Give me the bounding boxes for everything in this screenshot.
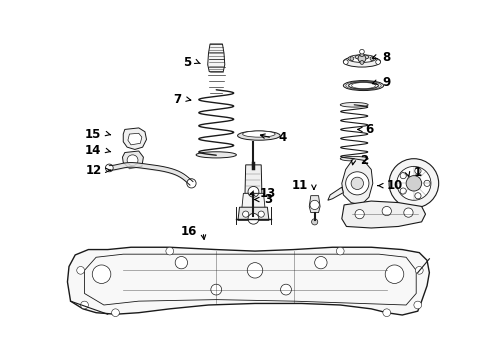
Circle shape bbox=[175, 256, 188, 269]
Polygon shape bbox=[242, 193, 265, 209]
Circle shape bbox=[248, 186, 259, 197]
Circle shape bbox=[416, 266, 423, 274]
Circle shape bbox=[415, 168, 421, 174]
Text: 6: 6 bbox=[365, 123, 373, 136]
Circle shape bbox=[211, 284, 221, 295]
Circle shape bbox=[166, 247, 173, 255]
Ellipse shape bbox=[196, 152, 236, 158]
Circle shape bbox=[360, 53, 364, 57]
Circle shape bbox=[336, 247, 344, 255]
Circle shape bbox=[350, 57, 354, 60]
Circle shape bbox=[376, 60, 380, 64]
Polygon shape bbox=[342, 201, 425, 228]
Ellipse shape bbox=[238, 131, 280, 140]
Ellipse shape bbox=[340, 103, 368, 107]
Circle shape bbox=[351, 177, 364, 189]
Text: 2: 2 bbox=[360, 154, 368, 167]
Text: 8: 8 bbox=[382, 50, 391, 64]
Circle shape bbox=[370, 57, 374, 60]
Circle shape bbox=[400, 188, 406, 194]
Text: 11: 11 bbox=[292, 179, 308, 192]
Ellipse shape bbox=[355, 55, 369, 59]
Ellipse shape bbox=[243, 131, 275, 137]
Circle shape bbox=[243, 211, 249, 217]
Text: 16: 16 bbox=[180, 225, 197, 238]
Circle shape bbox=[389, 159, 439, 208]
Circle shape bbox=[312, 219, 318, 225]
Circle shape bbox=[415, 193, 421, 199]
Circle shape bbox=[397, 166, 431, 200]
Circle shape bbox=[424, 180, 430, 186]
Circle shape bbox=[355, 210, 364, 219]
Circle shape bbox=[385, 265, 404, 283]
Circle shape bbox=[310, 200, 319, 210]
Text: 5: 5 bbox=[183, 56, 192, 69]
Ellipse shape bbox=[343, 81, 384, 91]
Text: 1: 1 bbox=[414, 166, 422, 179]
Circle shape bbox=[281, 284, 292, 295]
Polygon shape bbox=[328, 187, 343, 200]
Ellipse shape bbox=[340, 156, 368, 161]
Text: 7: 7 bbox=[173, 93, 181, 106]
Ellipse shape bbox=[348, 55, 376, 62]
Text: 10: 10 bbox=[387, 179, 403, 192]
Text: 4: 4 bbox=[278, 131, 287, 144]
Polygon shape bbox=[245, 165, 262, 197]
Circle shape bbox=[383, 309, 391, 316]
Circle shape bbox=[315, 256, 327, 269]
Polygon shape bbox=[122, 151, 144, 169]
Text: 3: 3 bbox=[264, 193, 272, 206]
Circle shape bbox=[92, 265, 111, 283]
Text: 14: 14 bbox=[85, 144, 101, 157]
Ellipse shape bbox=[349, 82, 378, 89]
Circle shape bbox=[127, 155, 138, 166]
Circle shape bbox=[343, 60, 348, 64]
Circle shape bbox=[247, 263, 263, 278]
Ellipse shape bbox=[343, 56, 381, 67]
Circle shape bbox=[400, 172, 406, 179]
Circle shape bbox=[77, 266, 84, 274]
Circle shape bbox=[187, 179, 196, 188]
Text: 15: 15 bbox=[85, 127, 101, 140]
Circle shape bbox=[258, 211, 264, 217]
Circle shape bbox=[414, 301, 421, 309]
Text: 9: 9 bbox=[382, 76, 391, 89]
Text: 12: 12 bbox=[85, 164, 101, 177]
Polygon shape bbox=[68, 247, 429, 315]
Circle shape bbox=[404, 208, 413, 217]
Circle shape bbox=[248, 213, 259, 224]
Circle shape bbox=[360, 49, 364, 54]
Circle shape bbox=[345, 172, 369, 195]
Polygon shape bbox=[309, 195, 320, 213]
Polygon shape bbox=[238, 207, 269, 220]
Circle shape bbox=[358, 55, 366, 62]
Polygon shape bbox=[123, 128, 147, 149]
Circle shape bbox=[112, 309, 120, 316]
Polygon shape bbox=[128, 133, 142, 145]
Polygon shape bbox=[208, 44, 225, 72]
Circle shape bbox=[406, 176, 421, 191]
Polygon shape bbox=[342, 159, 373, 205]
Circle shape bbox=[81, 301, 88, 309]
Circle shape bbox=[105, 164, 113, 172]
Circle shape bbox=[360, 60, 364, 64]
Text: 13: 13 bbox=[260, 187, 276, 200]
Circle shape bbox=[382, 206, 392, 216]
